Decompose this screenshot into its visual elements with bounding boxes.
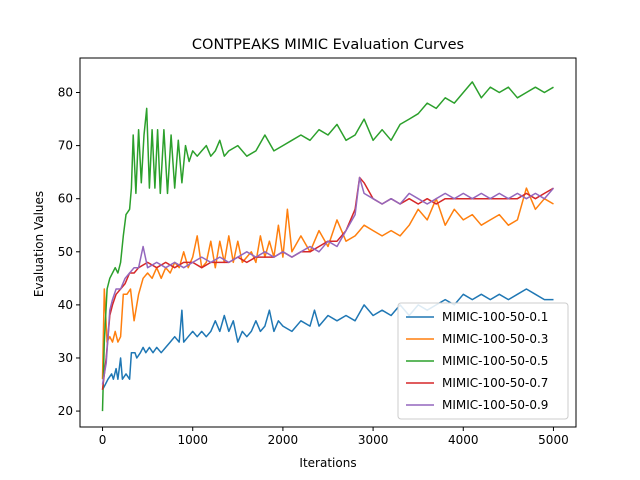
legend: MIMIC-100-50-0.1 MIMIC-100-50-0.3 MIMIC-10… [397,302,569,420]
y-tick-label: 20 [58,404,73,418]
x-tick-label: 2000 [268,433,299,447]
legend-entry-label: MIMIC-100-50-0.9 [442,398,548,412]
x-tick-label: 0 [99,433,107,447]
y-tick-label: 40 [58,298,73,312]
series-line-5 [101,176,555,385]
y-tick-label: 60 [58,192,73,206]
x-tick-label: 5000 [538,433,569,447]
legend-box [397,302,569,420]
legend-entry-label: MIMIC-100-50-0.5 [442,354,548,368]
series-line-4 [101,176,554,390]
y-axis-label: Evaluation Values [32,191,46,297]
y-tick-label: 70 [58,139,73,153]
x-tick-label: 1000 [177,433,208,447]
series-line-3 [101,81,554,412]
y-tick-label: 80 [58,86,73,100]
plot-area-frame [79,57,577,428]
y-tick-label: 50 [58,245,73,259]
legend-entry-label: MIMIC-100-50-0.7 [442,376,548,390]
x-tick-label: 3000 [358,433,389,447]
series-line-2 [101,187,554,380]
x-tick-label: 4000 [448,433,479,447]
x-axis-label: Iterations [299,456,356,470]
legend-entry-label: MIMIC-100-50-0.3 [442,332,548,346]
x-axis: 0 1000 2000 3000 4000 5000 [99,427,569,447]
legend-entry-label: MIMIC-100-50-0.1 [442,310,548,324]
y-tick-label: 30 [58,351,73,365]
y-axis: 20 30 40 50 60 70 80 [58,86,80,418]
chart-title: CONTPEAKS MIMIC Evaluation Curves [192,37,464,53]
